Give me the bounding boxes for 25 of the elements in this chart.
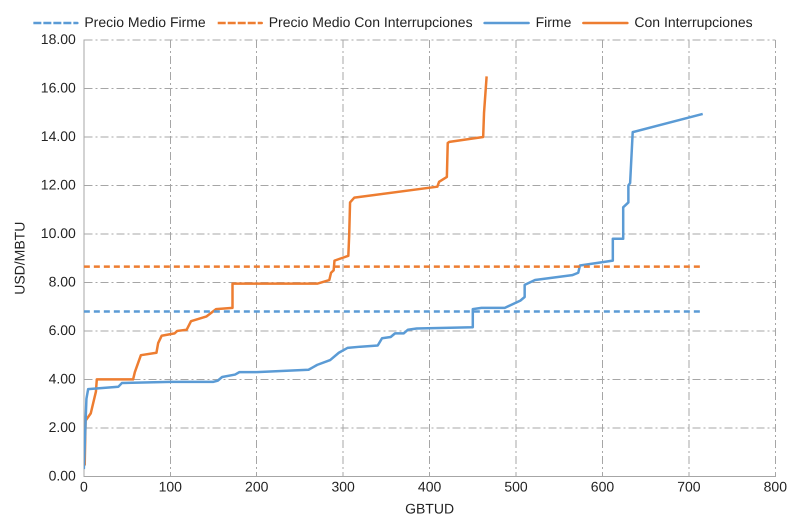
y-tick-label: 8.00: [48, 273, 76, 290]
legend-label: Con Interrupciones: [634, 14, 753, 30]
x-tick-label: 600: [590, 478, 614, 495]
x-tick-label: 700: [677, 478, 701, 495]
y-tick-label: 16.00: [40, 79, 76, 96]
y-tick-label: 0.00: [48, 467, 76, 484]
legend-label: Firme: [536, 14, 572, 30]
y-axis-title: USD/MBTU: [11, 222, 28, 295]
x-tick-label: 500: [504, 478, 528, 495]
x-tick-label: 200: [245, 478, 269, 495]
x-tick-label: 300: [331, 478, 356, 495]
legend-label: Precio Medio Con Interrupciones: [268, 14, 473, 30]
x-tick-label: 400: [418, 478, 442, 495]
y-tick-label: 2.00: [48, 418, 76, 435]
x-axis-title: GBTUD: [405, 500, 454, 516]
x-tick-label: 0: [80, 478, 88, 495]
x-tick-label: 800: [764, 478, 788, 495]
y-tick-label: 18.00: [40, 30, 76, 47]
y-tick-label: 4.00: [48, 370, 76, 386]
y-tick-label: 14.00: [40, 128, 76, 144]
legend-label: Precio Medio Firme: [84, 14, 206, 30]
y-tick-label: 12.00: [40, 176, 76, 192]
x-tick-label: 100: [158, 478, 182, 495]
y-tick-label: 10.00: [40, 224, 76, 241]
y-tick-label: 6.00: [48, 322, 76, 338]
